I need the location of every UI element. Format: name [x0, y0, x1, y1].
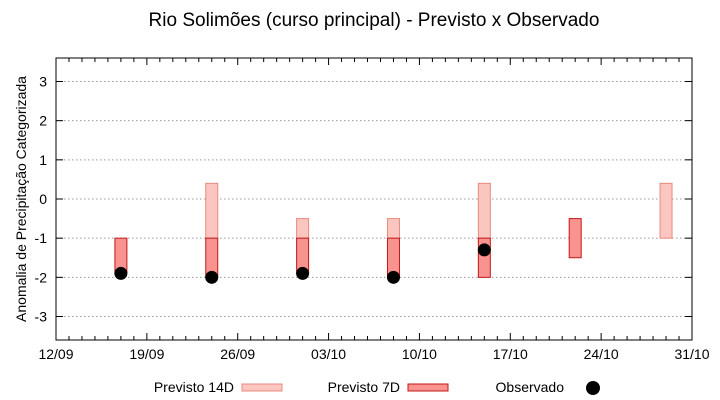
plot-area: 3 2 1 0 -1 -2 -3 12/09 19/09 26/09 03/10 10/10 17/10… [35, 57, 710, 362]
series-observado [114, 243, 491, 284]
x-tick-label: 31/10 [674, 346, 709, 362]
y-tick-label: -3 [35, 309, 48, 325]
y-tick-label: 1 [39, 152, 47, 168]
forecast-14d-bar [386, 218, 400, 239]
legend: Previsto 14D Previsto 7D Observado [154, 379, 600, 395]
x-tick-label: 10/10 [402, 346, 437, 362]
legend-swatch-observed [586, 381, 600, 395]
forecast-14d-bar [477, 182, 491, 239]
observed-point [114, 266, 128, 280]
observed-point [386, 270, 400, 284]
legend-label: Previsto 7D [328, 379, 400, 395]
series-previsto-7d [114, 218, 582, 278]
x-tick-label: 26/09 [220, 346, 255, 362]
observed-point [205, 270, 219, 284]
forecast-14d-bar [659, 182, 673, 239]
legend-swatch-7d [407, 383, 449, 392]
y-tick-label: -2 [35, 269, 48, 285]
y-tick-label: 2 [39, 113, 47, 129]
y-tick-label: 0 [39, 191, 47, 207]
series-previsto-14d [205, 182, 673, 239]
x-tick-label: 17/10 [493, 346, 528, 362]
y-tick-label: -1 [35, 230, 48, 246]
y-axis-label: Anomalia de Precipitação Categorizada [13, 76, 29, 322]
y-tick-label: 3 [39, 74, 47, 90]
x-tick-label: 24/10 [584, 346, 619, 362]
observed-point [477, 243, 491, 257]
observed-point [296, 266, 310, 280]
legend-label: Observado [496, 379, 565, 395]
x-tick-label: 03/10 [311, 346, 346, 362]
legend-swatch-14d [241, 383, 283, 392]
forecast-14d-bar [296, 218, 310, 239]
legend-label: Previsto 14D [154, 379, 234, 395]
x-tick-label: 19/09 [129, 346, 164, 362]
forecast-7d-bar [568, 218, 582, 259]
chart-title: Rio Solimões (curso principal) - Previst… [149, 10, 600, 31]
forecast-14d-bar [205, 182, 219, 239]
x-tick-label: 12/09 [38, 346, 73, 362]
